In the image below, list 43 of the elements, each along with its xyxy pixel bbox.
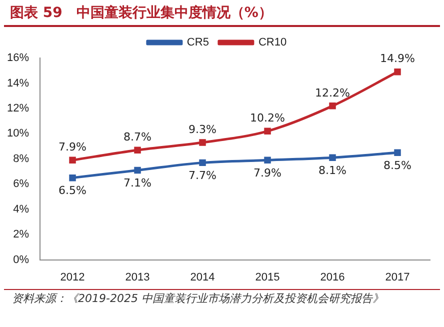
legend-label: CR10: [258, 36, 287, 49]
point: [69, 174, 76, 182]
chart-title: 图表 59 中国童装行业集中度情况（%）: [4, 0, 440, 27]
x-tick-label: 2015: [255, 271, 280, 284]
y-tick-label: 16%: [6, 52, 30, 64]
point: [329, 154, 336, 162]
data-label: 7.9%: [58, 140, 86, 154]
data-label: 8.5%: [384, 158, 412, 172]
x-tick-label: 2016: [320, 271, 345, 284]
text: 资料来源：《2019-2025 中国童装行业市场潜力分析及投资机会研究报告》: [4, 289, 440, 308]
point: [199, 159, 206, 166]
y-tick-label: 10%: [6, 128, 30, 140]
x-tick-label: 2012: [60, 271, 85, 284]
y-tick-label: 2%: [13, 228, 30, 241]
point: [134, 146, 141, 154]
point: [134, 166, 141, 174]
point: [199, 139, 206, 146]
x-tick-label: 2014: [190, 271, 215, 284]
point: [69, 156, 76, 164]
data-label: 7.7%: [188, 169, 216, 182]
data-label: 14.9%: [380, 52, 415, 66]
data-label: 12.2%: [315, 86, 350, 100]
data-label: 6.5%: [58, 184, 86, 198]
y-tick-label: 12%: [6, 102, 30, 114]
y-tick-label: 0%: [13, 254, 30, 266]
data-label: 7.9%: [254, 166, 282, 180]
x-tick-label: 2017: [385, 271, 410, 284]
data-label: 9.3%: [188, 122, 216, 136]
data-label: 8.7%: [124, 130, 152, 144]
point: [264, 156, 271, 164]
data-label: 8.1%: [318, 164, 346, 177]
data-label: 10.2%: [250, 112, 285, 125]
y-tick-label: 4%: [13, 203, 30, 216]
y-tick-label: 14%: [6, 77, 30, 90]
point: [329, 102, 336, 110]
data-label: 7.1%: [124, 176, 152, 190]
y-tick-label: 8%: [13, 152, 30, 165]
x-tick-label: 2013: [125, 271, 150, 284]
point: [264, 128, 271, 135]
legend-label: CR5: [186, 36, 209, 49]
y-tick-label: 6%: [13, 178, 30, 190]
point: [394, 149, 401, 156]
point: [394, 68, 401, 76]
